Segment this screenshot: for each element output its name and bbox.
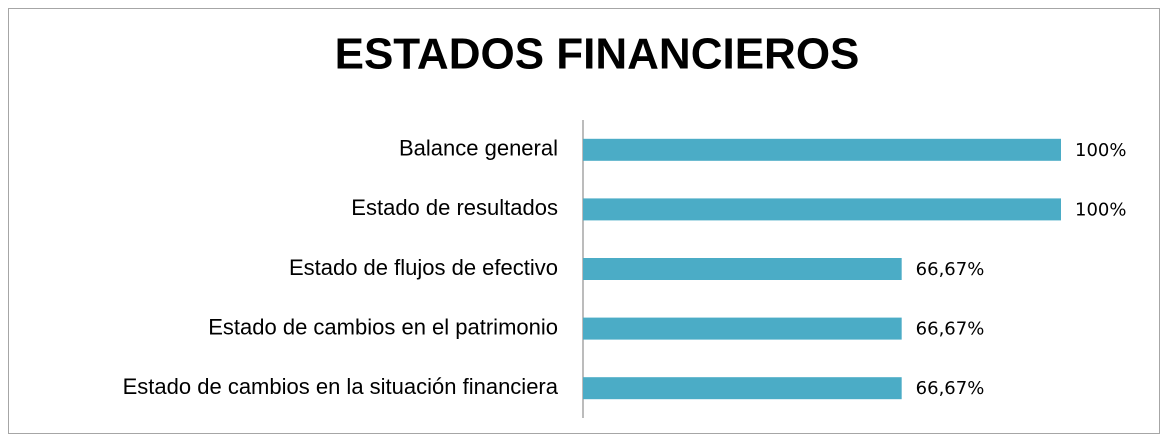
category-label: Estado de resultados	[351, 195, 558, 220]
value-label: 100%	[1075, 199, 1126, 220]
category-label: Estado de flujos de efectivo	[289, 255, 558, 280]
bar	[583, 377, 902, 400]
value-label: 66,67%	[916, 378, 985, 399]
value-label: 100%	[1075, 140, 1126, 161]
chart-border	[8, 8, 1160, 434]
bar	[583, 317, 902, 340]
bar	[583, 258, 902, 280]
value-label: 66,67%	[916, 319, 985, 340]
chart-title: ESTADOS FINANCIEROS	[335, 30, 860, 79]
bar	[583, 138, 1061, 161]
bar	[583, 198, 1061, 221]
category-label: Balance general	[399, 136, 558, 161]
category-label: Estado de cambios en la situación financ…	[123, 374, 559, 399]
value-label: 66,67%	[916, 259, 985, 280]
category-label: Estado de cambios en el patrimonio	[208, 314, 558, 339]
